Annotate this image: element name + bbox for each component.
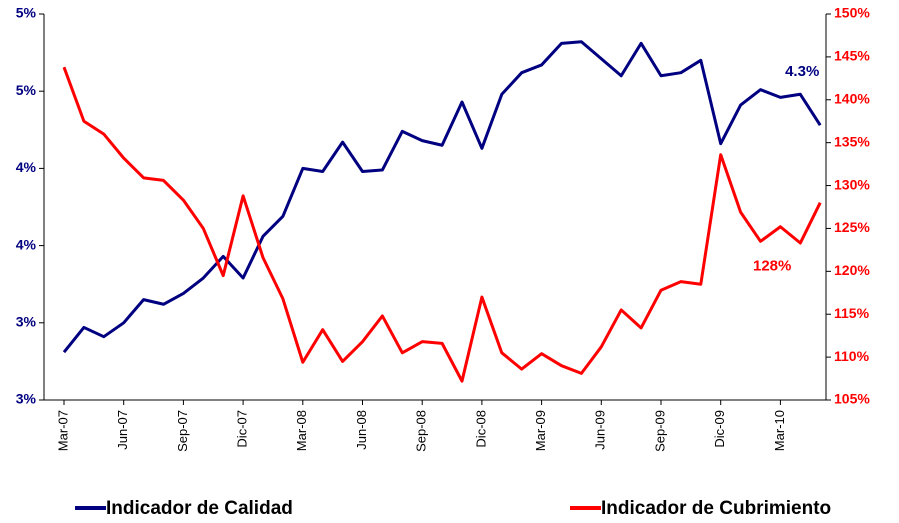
- annotation: 4.3%: [785, 63, 819, 80]
- y2-tick-label: 130%: [834, 176, 870, 192]
- y2-tick-label: 150%: [834, 5, 870, 21]
- series-line: [62, 40, 822, 354]
- x-tick-label: Sep-07: [175, 410, 190, 452]
- y-tick-label: 4%: [16, 159, 37, 175]
- x-tick-label: Mar-07: [55, 410, 70, 451]
- y-tick-label: 3%: [16, 314, 37, 330]
- x-tick-label: Dic-09: [712, 410, 727, 448]
- y2-tick-label: 145%: [834, 48, 870, 64]
- x-tick-label: Jun-07: [115, 410, 130, 450]
- y-tick-label: 5%: [16, 82, 37, 98]
- y2-tick-label: 105%: [834, 391, 870, 407]
- y2-tick-label: 115%: [834, 305, 870, 321]
- x-tick-label: Sep-08: [414, 410, 429, 452]
- y2-tick-label: 125%: [834, 219, 870, 235]
- x-tick-label: Jun-09: [593, 410, 608, 450]
- y-tick-label: 4%: [16, 236, 37, 252]
- y2-tick-label: 120%: [834, 262, 870, 278]
- y2-tick-label: 140%: [834, 90, 870, 106]
- x-tick-label: Jun-08: [354, 410, 369, 450]
- y2-tick-label: 135%: [834, 133, 870, 149]
- y2-tick-label: 110%: [834, 348, 870, 364]
- legend-label: Indicador de Calidad: [106, 498, 293, 519]
- x-tick-label: Mar-08: [294, 410, 309, 451]
- x-tick-label: Dic-08: [473, 410, 488, 448]
- y-tick-label: 5%: [16, 5, 37, 21]
- x-tick-label: Mar-10: [772, 410, 787, 451]
- x-tick-label: Dic-07: [235, 410, 250, 448]
- annotation: 128%: [753, 258, 791, 275]
- series-line: [62, 66, 822, 383]
- legend-label: Indicador de Cubrimiento: [601, 498, 831, 519]
- x-tick-label: Mar-09: [533, 410, 548, 451]
- y-tick-label: 3%: [16, 391, 37, 407]
- x-tick-label: Sep-09: [652, 410, 667, 452]
